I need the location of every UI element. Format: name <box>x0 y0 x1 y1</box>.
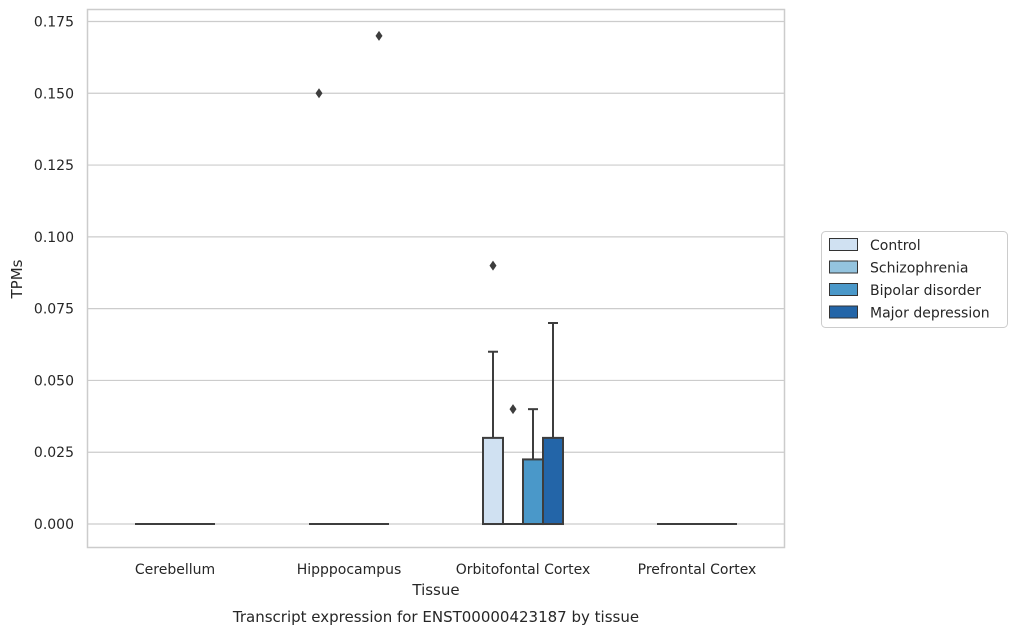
y-tick-label: 0.050 <box>34 373 74 389</box>
outlier-point <box>509 404 517 415</box>
legend-label: Bipolar disorder <box>870 283 981 299</box>
x-tick-label: Orbitofontal Cortex <box>456 562 591 578</box>
y-tick-label: 0.000 <box>34 517 74 533</box>
box-group <box>309 88 329 526</box>
legend-frame <box>821 231 1008 328</box>
plot-frame <box>86 8 786 549</box>
y-tick-label: 0.025 <box>34 445 74 461</box>
legend-swatch <box>829 283 858 296</box>
box-group <box>503 404 523 526</box>
y-tick-label: 0.100 <box>34 230 74 246</box>
box <box>522 458 544 526</box>
legend-swatch <box>829 238 858 251</box>
y-tick-label: 0.075 <box>34 302 74 318</box>
x-tick-label: Hipppocampus <box>297 562 402 578</box>
y-tick-label: 0.125 <box>34 158 74 174</box>
box <box>482 436 504 526</box>
chart-title: Transcript expression for ENST0000042318… <box>232 608 639 626</box>
box-group <box>482 260 504 526</box>
outlier-point <box>375 30 383 41</box>
box-group <box>369 30 389 526</box>
x-axis-ticks: Cerebellum Hipppocampus Orbitofontal Corte… <box>135 562 756 578</box>
legend-swatch <box>829 260 858 274</box>
x-tick-label: Prefrontal Cortex <box>638 562 757 578</box>
box-group <box>542 322 564 526</box>
y-tick-label: 0.175 <box>34 14 74 30</box>
y-axis-ticks: 0.000 0.025 0.050 0.075 0.100 0.125 0.150 0.175 <box>34 14 74 533</box>
x-tick-label: Cerebellum <box>135 562 215 578</box>
y-tick-label: 0.150 <box>34 86 74 102</box>
x-axis-title: Tissue <box>411 581 459 599</box>
legend: Control Schizophrenia Bipolar disorder Majo… <box>821 231 1008 328</box>
box-group <box>522 408 544 526</box>
outlier-point <box>315 88 323 99</box>
legend-swatch <box>829 305 858 319</box>
legend-label: Schizophrenia <box>870 261 968 277</box>
box <box>542 436 564 526</box>
box-marks <box>135 30 737 526</box>
y-axis-title: TPMs <box>8 259 26 299</box>
legend-label: Control <box>870 238 921 254</box>
legend-label: Major depression <box>870 306 990 322</box>
outlier-point <box>489 260 497 271</box>
